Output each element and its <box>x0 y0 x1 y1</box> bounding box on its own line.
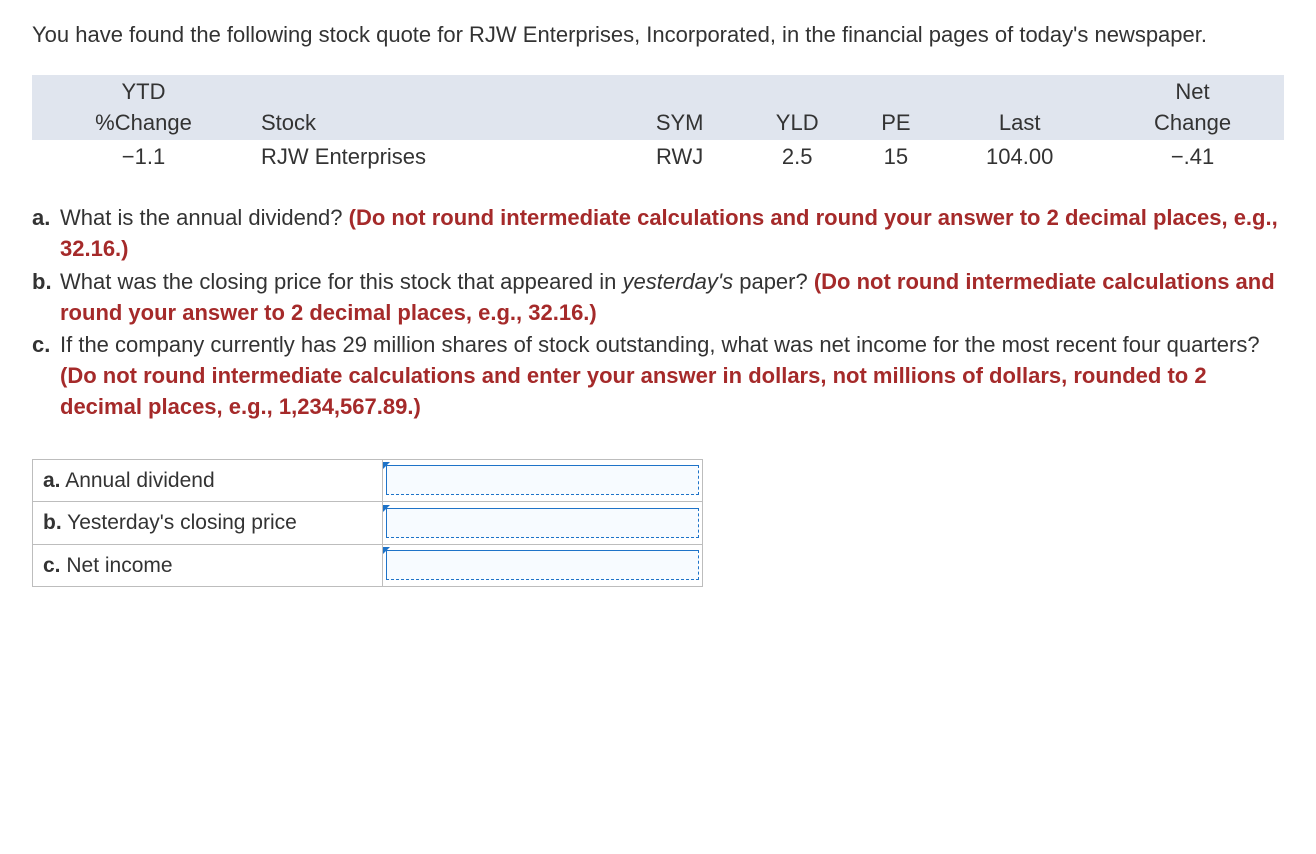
annual-dividend-input[interactable] <box>386 465 699 495</box>
answer-label-a: a. Annual dividend <box>33 459 383 501</box>
table-row: −1.1 RJW Enterprises RWJ 2.5 15 104.00 −… <box>32 140 1284 175</box>
cell-last: 104.00 <box>938 140 1101 175</box>
question-c-highlight: (Do not round intermediate calculations … <box>60 363 1207 419</box>
net-income-input[interactable] <box>386 550 699 580</box>
question-a-label: a. <box>32 203 60 265</box>
answer-row-b: b. Yesterday's closing price <box>33 502 703 544</box>
closing-price-input[interactable] <box>386 508 699 538</box>
cell-stock: RJW Enterprises <box>255 140 618 175</box>
answer-label-c: c. Net income <box>33 544 383 586</box>
cell-ytd: −1.1 <box>32 140 255 175</box>
header-pe: PE <box>853 75 938 141</box>
question-a-text: What is the annual dividend? <box>60 205 349 230</box>
question-c-text: If the company currently has 29 million … <box>60 332 1260 357</box>
question-a: a. What is the annual dividend? (Do not … <box>32 203 1284 265</box>
question-c: c. If the company currently has 29 milli… <box>32 330 1284 422</box>
intro-text: You have found the following stock quote… <box>32 20 1284 51</box>
cell-yld: 2.5 <box>741 140 853 175</box>
answer-row-c: c. Net income <box>33 544 703 586</box>
header-sym: SYM <box>618 75 741 141</box>
question-b-label: b. <box>32 267 60 329</box>
header-stock: Stock <box>255 75 618 141</box>
answer-label-b: b. Yesterday's closing price <box>33 502 383 544</box>
header-net: Net Change <box>1101 75 1284 141</box>
question-b-text2: paper? <box>733 269 814 294</box>
stock-quote-table: YTD %Change Stock SYM YLD PE Last Net Ch… <box>32 75 1284 175</box>
question-b-italic: yesterday's <box>623 269 734 294</box>
header-last: Last <box>938 75 1101 141</box>
cell-pe: 15 <box>853 140 938 175</box>
question-b-text1: What was the closing price for this stoc… <box>60 269 623 294</box>
cell-net: −.41 <box>1101 140 1284 175</box>
question-c-label: c. <box>32 330 60 422</box>
header-ytd: YTD %Change <box>32 75 255 141</box>
answer-table: a. Annual dividend b. Yesterday's closin… <box>32 459 703 587</box>
questions-block: a. What is the annual dividend? (Do not … <box>32 203 1284 423</box>
answer-row-a: a. Annual dividend <box>33 459 703 501</box>
header-yld: YLD <box>741 75 853 141</box>
cell-sym: RWJ <box>618 140 741 175</box>
question-b: b. What was the closing price for this s… <box>32 267 1284 329</box>
